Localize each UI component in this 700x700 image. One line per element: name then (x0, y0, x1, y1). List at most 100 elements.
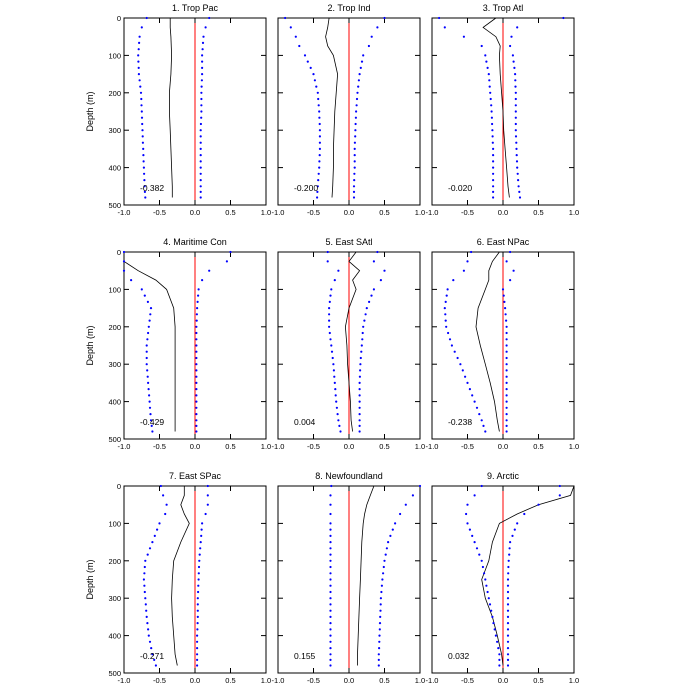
upper-bound-point (514, 122, 517, 126)
x-tick-label: -1.0 (118, 208, 131, 217)
lower-bound-point (329, 597, 332, 600)
upper-bound-point (377, 653, 380, 656)
lower-bound-point (138, 79, 141, 82)
upper-bound-point (515, 154, 518, 157)
upper-bound-point (195, 394, 198, 397)
upper-bound-point (353, 166, 356, 169)
lower-bound-point (478, 553, 481, 556)
upper-bound-point (360, 350, 363, 353)
upper-bound-point (355, 97, 359, 101)
x-tick-label: -1.0 (272, 442, 285, 451)
lower-bound-point (453, 350, 456, 353)
x-tick-label: -1.0 (272, 676, 285, 685)
lower-bound-point (316, 190, 319, 193)
lower-bound-point (489, 91, 492, 94)
upper-bound-point (368, 300, 371, 303)
lower-bound-point (492, 160, 495, 163)
lower-bound-point (329, 634, 332, 637)
upper-bound-point (506, 578, 510, 581)
lower-bound-point (148, 319, 151, 322)
lower-bound-point (317, 172, 320, 175)
upper-bound-point (199, 160, 202, 163)
upper-bound-point (197, 584, 200, 587)
upper-bound-point (411, 494, 414, 497)
lower-bound-point (148, 394, 151, 397)
panel-6: 6. East NPac -1.0 -0.5 0.0 0.5 1.0 -0.238 (426, 237, 580, 451)
lower-bound-point (470, 250, 473, 254)
upper-bound-point (404, 503, 407, 506)
upper-bound-point (378, 634, 381, 637)
lower-bound-point (153, 658, 156, 662)
lower-bound-point (468, 528, 471, 531)
upper-bound-point (514, 85, 517, 88)
upper-bound-point (196, 307, 199, 310)
lower-bound-point (471, 534, 474, 538)
lower-bound-point (489, 97, 492, 101)
panel-7: 7. East SPac 0 100 200 300 400 500-1.0 -0.5 0.0 0… (85, 471, 271, 685)
lower-bound-point (318, 110, 321, 113)
correlation-value: 0.032 (448, 651, 470, 661)
upper-bound-point (196, 597, 199, 600)
lower-bound-point (140, 116, 144, 119)
upper-bound-point (204, 26, 207, 29)
x-tick-label: -0.5 (153, 676, 166, 685)
lower-bound-point (444, 313, 447, 316)
lower-bound-point (329, 609, 332, 612)
x-tick-label: 1.0 (261, 208, 271, 217)
upper-bound-point (514, 135, 518, 138)
upper-bound-point (505, 406, 508, 409)
lower-bound-point (337, 269, 340, 272)
upper-bound-point (199, 141, 202, 144)
upper-bound-point (358, 394, 361, 397)
x-tick-label: 0.0 (190, 676, 200, 685)
upper-bound-point (505, 419, 508, 422)
lower-bound-point (145, 615, 148, 619)
panel-title: 2. Trop Ind (327, 3, 370, 13)
lower-bound-point (143, 572, 146, 575)
lower-bound-point (156, 528, 159, 531)
lower-bound-point (284, 16, 287, 20)
upper-bound-point (358, 375, 361, 378)
x-tick-label: 1.0 (569, 676, 579, 685)
lower-bound-point (338, 424, 341, 427)
upper-bound-point (505, 388, 508, 391)
lower-bound-point (330, 484, 333, 488)
lower-bound-point (162, 494, 165, 497)
upper-bound-point (196, 640, 199, 643)
lower-bound-point (145, 356, 148, 360)
upper-bound-point (510, 35, 513, 38)
lower-bound-point (151, 541, 154, 544)
lower-bound-point (137, 48, 140, 51)
upper-bound-point (505, 394, 508, 397)
upper-bound-point (195, 388, 198, 391)
upper-bound-point (506, 653, 510, 656)
lower-bound-point (490, 110, 493, 113)
lower-bound-point (144, 559, 147, 562)
upper-bound-point (200, 85, 203, 88)
panel-title: 9. Arctic (487, 471, 520, 481)
y-tick-label: 200 (108, 323, 121, 332)
lower-bound-point (122, 250, 126, 254)
upper-bound-point (196, 628, 199, 631)
upper-bound-point (363, 319, 366, 322)
upper-bound-point (354, 129, 357, 132)
upper-bound-point (199, 179, 202, 182)
upper-bound-point (506, 603, 510, 606)
upper-bound-point (196, 603, 199, 606)
lower-bound-point (326, 250, 329, 254)
panel-8: 8. Newfoundland -1.0 -0.5 0.0 0.5 1.0 0.155 (272, 471, 426, 685)
lower-bound-point (328, 325, 331, 328)
x-tick-label: -0.5 (307, 442, 320, 451)
lower-bound-point (329, 534, 332, 538)
lower-bound-point (137, 60, 140, 63)
lower-bound-point (146, 369, 149, 372)
x-tick-label: 0.5 (533, 676, 543, 685)
panel-title: 3. Trop Atl (483, 3, 524, 13)
y-tick-label: 500 (108, 669, 121, 678)
lower-bound-point (492, 172, 495, 175)
upper-bound-point (199, 172, 202, 175)
upper-bound-point (195, 375, 198, 378)
x-tick-label: 0.0 (190, 442, 200, 451)
upper-bound-point (362, 54, 365, 57)
upper-bound-point (200, 104, 203, 107)
